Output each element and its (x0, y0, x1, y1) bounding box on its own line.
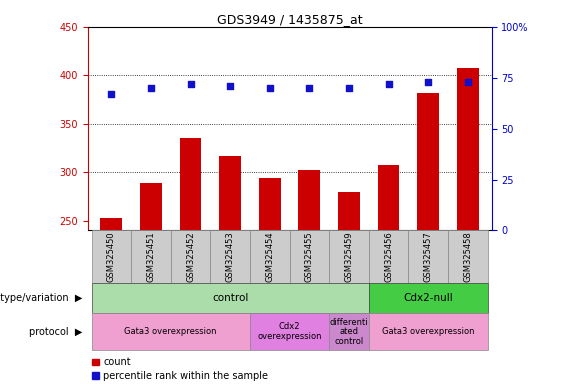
Bar (92, 372, 99, 379)
Bar (210, 230, 250, 283)
Text: Cdx2-null: Cdx2-null (403, 293, 453, 303)
Bar (131, 230, 171, 283)
Bar (338, 192, 360, 230)
Bar (92, 313, 250, 350)
Bar (250, 230, 290, 283)
Text: GSM325454: GSM325454 (265, 231, 274, 282)
Bar (298, 170, 320, 230)
Text: GSM325455: GSM325455 (305, 231, 314, 282)
Title: GDS3949 / 1435875_at: GDS3949 / 1435875_at (217, 13, 362, 26)
Bar (101, 218, 122, 230)
Point (424, 79, 433, 85)
Bar (259, 178, 281, 230)
Bar (329, 313, 369, 350)
Point (345, 85, 354, 91)
Bar (92, 283, 369, 313)
Point (186, 81, 195, 87)
Bar (369, 230, 408, 283)
Bar (180, 138, 202, 230)
Text: genotype/variation  ▶: genotype/variation ▶ (0, 293, 82, 303)
Point (305, 85, 314, 91)
Text: control: control (212, 293, 249, 303)
Text: GSM325457: GSM325457 (424, 231, 433, 282)
Bar (250, 313, 329, 350)
Text: Gata3 overexpression: Gata3 overexpression (124, 327, 217, 336)
Text: Gata3 overexpression: Gata3 overexpression (382, 327, 475, 336)
Text: Cdx2
overexpression: Cdx2 overexpression (257, 323, 322, 341)
Bar (219, 156, 241, 230)
Text: GSM325452: GSM325452 (186, 231, 195, 282)
Bar (92, 230, 131, 283)
Bar (448, 230, 488, 283)
Text: GSM325450: GSM325450 (107, 231, 116, 282)
Bar (92, 359, 99, 366)
Text: GSM325453: GSM325453 (225, 231, 234, 282)
Bar (369, 283, 488, 313)
Text: GSM325451: GSM325451 (146, 231, 155, 282)
Bar (377, 166, 399, 230)
Point (146, 85, 155, 91)
Point (384, 81, 393, 87)
Bar (171, 230, 210, 283)
Point (225, 83, 234, 89)
Bar (140, 183, 162, 230)
Bar (408, 230, 448, 283)
Text: GSM325458: GSM325458 (463, 231, 472, 282)
Point (107, 91, 116, 97)
Bar (457, 68, 479, 230)
Text: GSM325459: GSM325459 (345, 231, 354, 282)
Bar (369, 313, 488, 350)
Point (463, 79, 472, 85)
Text: protocol  ▶: protocol ▶ (29, 327, 82, 337)
Text: count: count (103, 357, 131, 367)
Text: percentile rank within the sample: percentile rank within the sample (103, 371, 268, 381)
Text: differenti
ated
control: differenti ated control (329, 318, 368, 346)
Point (265, 85, 274, 91)
Bar (329, 230, 369, 283)
Bar (290, 230, 329, 283)
Text: GSM325456: GSM325456 (384, 231, 393, 282)
Bar (418, 93, 439, 230)
